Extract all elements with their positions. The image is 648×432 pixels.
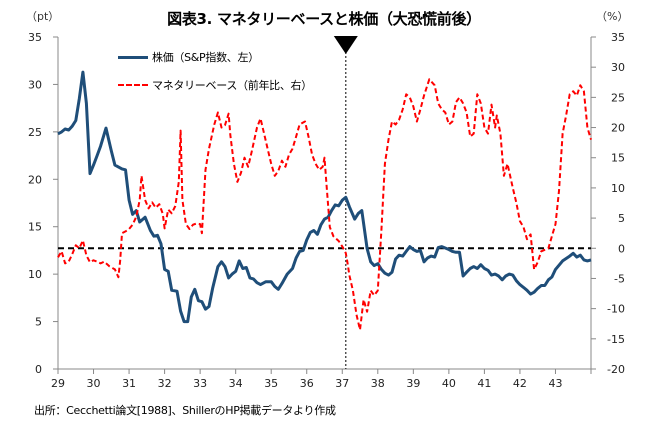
legend: 株価（S&P指数、左） マネタリーベース（前年比、右） <box>118 48 312 104</box>
x-axis-tick-label: 41 <box>477 377 491 390</box>
right-axis-tick-label: 10 <box>611 182 625 195</box>
x-axis-tick-label: 39 <box>406 377 420 390</box>
x-axis-tick-label: 35 <box>264 377 278 390</box>
left-axis-tick-label: 5 <box>35 316 42 329</box>
right-axis-tick-label: 15 <box>611 152 625 165</box>
x-axis-tick-label: 30 <box>87 377 101 390</box>
legend-item-stock: 株価（S&P指数、左） <box>118 48 312 66</box>
right-axis-tick-label: -5 <box>614 272 625 285</box>
right-axis-tick-label: -20 <box>607 363 625 376</box>
left-axis-tick-label: 10 <box>28 268 42 281</box>
left-axis-tick-label: 20 <box>28 173 42 186</box>
right-axis-tick-label: 35 <box>611 31 625 44</box>
x-axis-tick-label: 31 <box>122 377 136 390</box>
x-axis-tick-label: 34 <box>229 377 243 390</box>
x-axis-tick-label: 33 <box>193 377 207 390</box>
legend-label-stock: 株価（S&P指数、左） <box>152 51 259 64</box>
right-axis-tick-label: 0 <box>618 242 625 255</box>
left-axis-tick-label: 15 <box>28 221 42 234</box>
right-axis-tick-label: -15 <box>607 333 625 346</box>
left-axis-tick-label: 25 <box>28 126 42 139</box>
x-axis-tick-label: 32 <box>158 377 172 390</box>
left-axis-tick-label: 35 <box>28 31 42 44</box>
right-axis-tick-label: 20 <box>611 122 625 135</box>
source-note: 出所：Cecchetti論文[1988]、ShillerのHP掲載データより作成 <box>34 404 336 417</box>
right-axis-tick-label: 30 <box>611 61 625 74</box>
x-axis-tick-label: 43 <box>548 377 562 390</box>
annotation-triangle-marker <box>333 36 358 54</box>
right-axis-tick-label: 25 <box>611 91 625 104</box>
legend-item-monetary-base: マネタリーベース（前年比、右） <box>118 76 312 94</box>
left-axis-tick-label: 0 <box>35 363 42 376</box>
x-axis-tick-label: 38 <box>371 377 385 390</box>
right-axis-tick-label: -10 <box>607 303 625 316</box>
x-axis-tick-label: 40 <box>442 377 456 390</box>
series-line-monetary-base <box>57 78 592 331</box>
x-axis-tick-label: 36 <box>300 377 314 390</box>
right-axis-unit: （%） <box>596 10 629 23</box>
legend-swatch-monetary-base <box>118 84 148 86</box>
x-axis-tick-label: 42 <box>513 377 527 390</box>
series-line-stock-price <box>57 70 592 324</box>
x-axis-tick-label: 37 <box>335 377 349 390</box>
left-axis-unit: （pt） <box>26 10 60 23</box>
right-axis-tick-label: 5 <box>618 212 625 225</box>
legend-label-monetary-base: マネタリーベース（前年比、右） <box>152 79 312 92</box>
legend-swatch-stock <box>118 55 148 59</box>
x-axis-tick-label: 29 <box>51 377 65 390</box>
left-axis-tick-label: 30 <box>28 78 42 91</box>
chart-title: 図表3. マネタリーベースと株価（大恐慌前後） <box>167 10 481 28</box>
